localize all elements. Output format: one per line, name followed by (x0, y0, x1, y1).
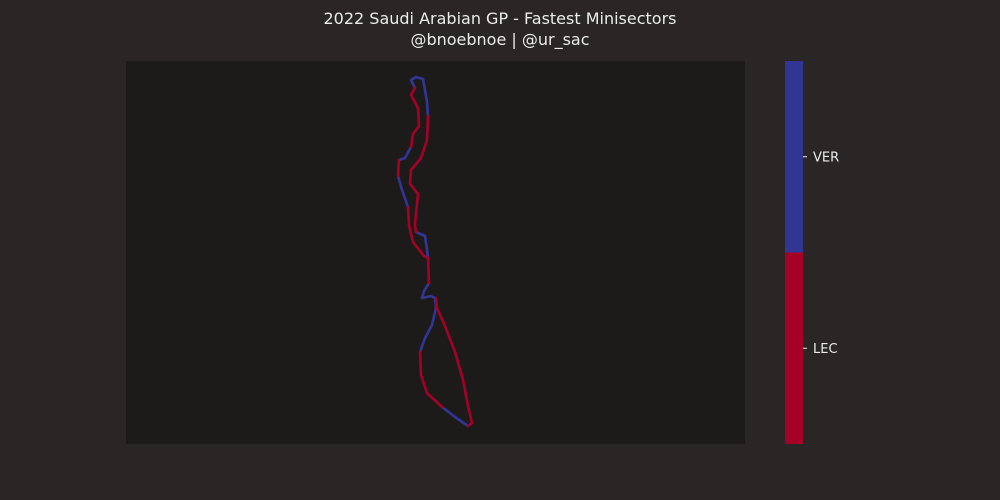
colorbar: LEC VER (785, 61, 839, 444)
chart-title: 2022 Saudi Arabian GP - Fastest Minisect… (323, 9, 676, 28)
colorbar-band-ver (785, 61, 803, 253)
colorbar-label-lec: LEC (813, 342, 838, 357)
plot-area (126, 61, 745, 444)
colorbar-label-ver: VER (813, 150, 839, 165)
minisector-segment-lec-2 (398, 160, 399, 176)
chart-subtitle: @bnoebnoe | @ur_sac (410, 30, 589, 50)
colorbar-band-lec (785, 253, 803, 445)
